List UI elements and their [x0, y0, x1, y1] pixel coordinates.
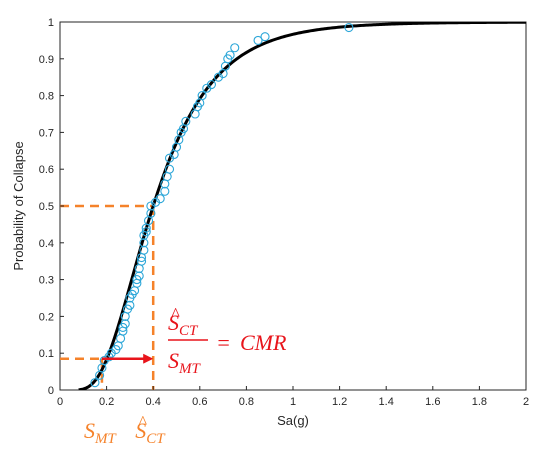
formula-denominator-subscript: MT	[178, 361, 201, 377]
y-tick-label: 0.5	[39, 201, 54, 213]
x-tick-label: 1.6	[425, 396, 440, 408]
formula-hat: ^	[171, 304, 180, 324]
y-axis-ticks: 0 0.1 0.2 0.3 0.4 0.5 0.6 0.7 0.8 0.9 1	[39, 17, 64, 397]
data-point	[206, 80, 216, 90]
data-point	[120, 319, 130, 329]
y-axis-label: Probability of Collapse	[11, 141, 26, 270]
x-tick-label: 0.2	[99, 396, 114, 408]
y-tick-label: 0.1	[39, 348, 54, 360]
cmr-formula: SCT ^ SMT = CMR	[168, 304, 287, 377]
y-tick-label: 0.6	[39, 164, 54, 176]
x-marker-mt: SMT	[84, 418, 117, 447]
data-point	[139, 245, 149, 255]
y-tick-label: 0	[48, 385, 54, 397]
data-point	[181, 116, 191, 126]
data-point	[155, 194, 165, 204]
x-tick-label: 2	[523, 396, 529, 408]
data-point	[137, 256, 147, 266]
data-point	[197, 91, 207, 101]
data-point	[139, 238, 149, 248]
x-marker-hat: ^	[138, 412, 147, 432]
y-tick-label: 0.7	[39, 127, 54, 139]
formula-result: CMR	[240, 330, 287, 355]
data-point	[90, 378, 100, 388]
data-point	[344, 22, 354, 33]
data-point	[164, 164, 175, 174]
data-point	[225, 50, 235, 60]
x-tick-label: 1.2	[332, 396, 347, 408]
y-tick-label: 0.2	[39, 311, 54, 323]
y-tick-label: 0.4	[39, 238, 54, 250]
x-tick-label: 0	[57, 396, 63, 408]
plot-area	[59, 21, 527, 391]
x-tick-label: 1.4	[379, 396, 394, 408]
data-point	[141, 227, 151, 237]
x-tick-label: 1.8	[472, 396, 487, 408]
data-point	[253, 35, 263, 45]
x-marker-label: SCT	[135, 418, 166, 447]
y-tick-label: 0.8	[39, 91, 54, 103]
x-tick-label: 0.6	[192, 396, 207, 408]
x-axis-ticks: 0 0.2 0.4 0.6 0.8 1 1.2 1.4 1.6 1.8 2	[57, 386, 529, 408]
scatter-points	[90, 22, 354, 388]
x-markers: SMT SCT^	[84, 412, 166, 447]
formula-numerator: SCT	[168, 310, 199, 339]
formula-equals: =	[216, 330, 231, 355]
formula-numerator-subscript: CT	[179, 323, 199, 339]
x-marker-ct: SCT^	[135, 412, 166, 447]
data-point	[146, 208, 156, 218]
x-tick-label: 1	[290, 396, 296, 408]
y-tick-label: 0.3	[39, 275, 54, 287]
y-tick-label: 1	[48, 17, 54, 29]
formula-denominator: SMT	[168, 348, 201, 377]
data-point	[160, 186, 170, 196]
data-point	[134, 271, 144, 281]
formula-numerator-symbol: S	[168, 310, 179, 335]
x-marker-label: SMT	[84, 418, 117, 447]
data-point	[260, 32, 270, 42]
x-axis-label: Sa(g)	[277, 413, 309, 428]
data-point	[230, 43, 240, 53]
y-tick-label: 0.9	[39, 54, 54, 66]
x-tick-label: 0.8	[239, 396, 254, 408]
data-point	[125, 300, 135, 310]
formula-denominator-symbol: S	[168, 348, 179, 373]
x-tick-label: 0.4	[146, 396, 161, 408]
